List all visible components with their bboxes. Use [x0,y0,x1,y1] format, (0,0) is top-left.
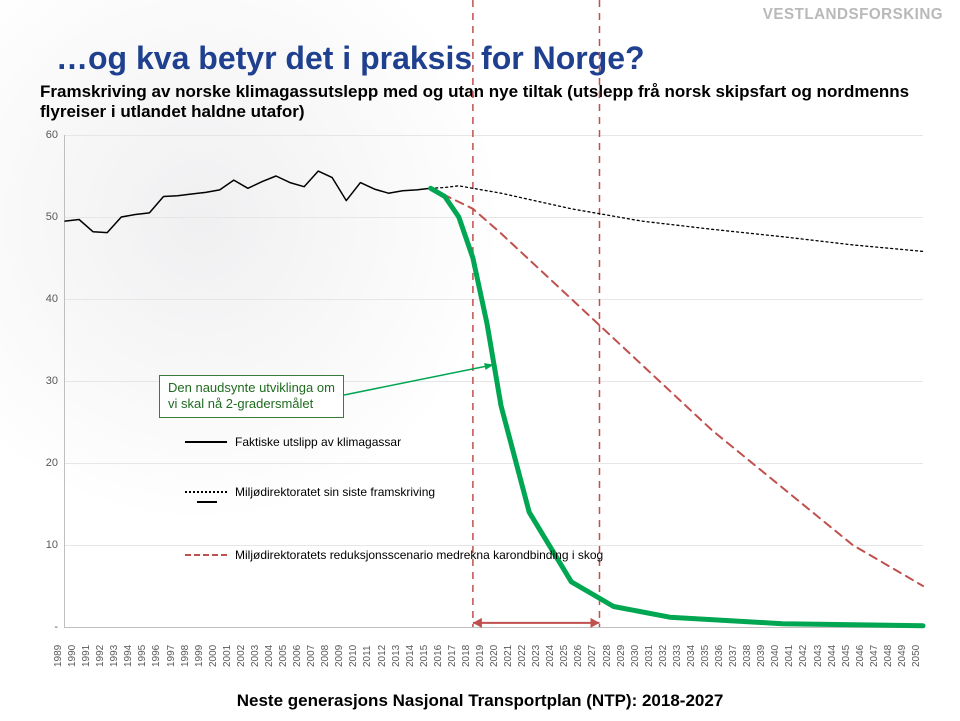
logo-text: VESTLANDSFORSKING [763,6,943,24]
y-axis: -102030405060 [38,135,62,627]
y-tick-label: 30 [46,375,58,387]
legend-label: Miljødirektoratet sin siste framskriving [235,485,435,499]
legend-swatch [185,554,227,556]
x-tick-label: 2011 [362,645,373,667]
x-tick-label: 2006 [292,645,303,667]
plot-area: Den naudsynte utviklinga omvi skal nå 2-… [64,135,923,628]
y-tick-label: 10 [46,539,58,551]
x-tick-label: 2013 [391,645,402,667]
x-tick-label: 2014 [405,645,416,667]
x-tick-label: 1994 [123,645,134,667]
x-tick-label: 2035 [700,645,711,667]
x-tick-label: 2008 [320,645,331,667]
x-tick-label: 2015 [419,645,430,667]
legend-swatch [185,491,227,493]
legend-extra-segment [197,501,217,503]
x-tick-label: 2046 [855,645,866,667]
x-tick-label: 2009 [334,645,345,667]
x-tick-label: 2034 [686,645,697,667]
x-tick-label: 2037 [728,645,739,667]
x-tick-label: 1999 [194,645,205,667]
x-tick-label: 2017 [447,645,458,667]
x-tick-label: 2041 [784,645,795,667]
x-tick-label: 2040 [770,645,781,667]
x-tick-label: 2044 [827,645,838,667]
emissions-chart: -102030405060 Den naudsynte utviklinga o… [38,135,932,665]
y-tick-label: 20 [46,457,58,469]
legend-entry: Miljødirektoratets reduksjonsscenario me… [185,548,603,562]
x-tick-label: 2002 [236,645,247,667]
legend-swatch [185,441,227,443]
legend-label: Faktiske utslipp av klimagassar [235,435,401,449]
x-tick-label: 1989 [53,645,64,667]
x-tick-label: 2050 [911,645,922,667]
footer-caption: Neste generasjons Nasjonal Transportplan… [0,691,960,711]
x-tick-label: 2045 [841,645,852,667]
x-tick-label: 1991 [81,645,92,667]
x-tick-label: 2031 [644,645,655,667]
x-tick-label: 2047 [869,645,880,667]
x-tick-label: 2048 [883,645,894,667]
x-tick-label: 2001 [222,645,233,667]
x-tick-label: 1993 [109,645,120,667]
x-tick-label: 2027 [587,645,598,667]
x-tick-label: 2020 [489,645,500,667]
legend-entry: Miljødirektoratet sin siste framskriving [185,485,435,499]
y-tick-label: 40 [46,293,58,305]
x-tick-label: 1995 [137,645,148,667]
x-tick-label: 2029 [616,645,627,667]
x-tick-label: 2023 [531,645,542,667]
x-tick-label: 2000 [208,645,219,667]
page-subtitle: Framskriving av norske klimagassutslepp … [40,82,940,123]
legend-entry: Faktiske utslipp av klimagassar [185,435,401,449]
x-tick-label: 2024 [545,645,556,667]
x-tick-label: 2026 [573,645,584,667]
x-tick-label: 2004 [264,645,275,667]
x-tick-label: 2010 [348,645,359,667]
x-tick-label: 1997 [166,645,177,667]
x-tick-label: 2036 [714,645,725,667]
x-tick-label: 2016 [433,645,444,667]
x-tick-label: 1996 [151,645,162,667]
x-tick-label: 2039 [756,645,767,667]
x-tick-label: 2038 [742,645,753,667]
x-tick-label: 2003 [250,645,261,667]
x-tick-label: 2012 [377,645,388,667]
x-tick-label: 2043 [813,645,824,667]
legend-label: Miljødirektoratets reduksjonsscenario me… [235,548,603,562]
x-tick-label: 2033 [672,645,683,667]
page-title: …og kva betyr det i praksis for Norge? [56,40,645,77]
x-tick-label: 2025 [559,645,570,667]
y-tick-label: 60 [46,129,58,141]
x-tick-label: 2018 [461,645,472,667]
y-tick-label: - [54,621,58,633]
x-tick-label: 1992 [95,645,106,667]
x-tick-label: 2030 [630,645,641,667]
x-tick-label: 1998 [180,645,191,667]
x-tick-label: 2028 [602,645,613,667]
x-tick-label: 2021 [503,645,514,667]
x-tick-label: 2032 [658,645,669,667]
y-tick-label: 50 [46,211,58,223]
x-tick-label: 2005 [278,645,289,667]
x-tick-label: 1990 [67,645,78,667]
x-tick-label: 2022 [517,645,528,667]
x-tick-label: 2049 [897,645,908,667]
x-tick-label: 2042 [798,645,809,667]
x-tick-label: 2019 [475,645,486,667]
x-tick-label: 2007 [306,645,317,667]
x-axis: 1989199019911992199319941995199619971998… [64,627,922,667]
annotation-2deg: Den naudsynte utviklinga omvi skal nå 2-… [159,375,344,418]
